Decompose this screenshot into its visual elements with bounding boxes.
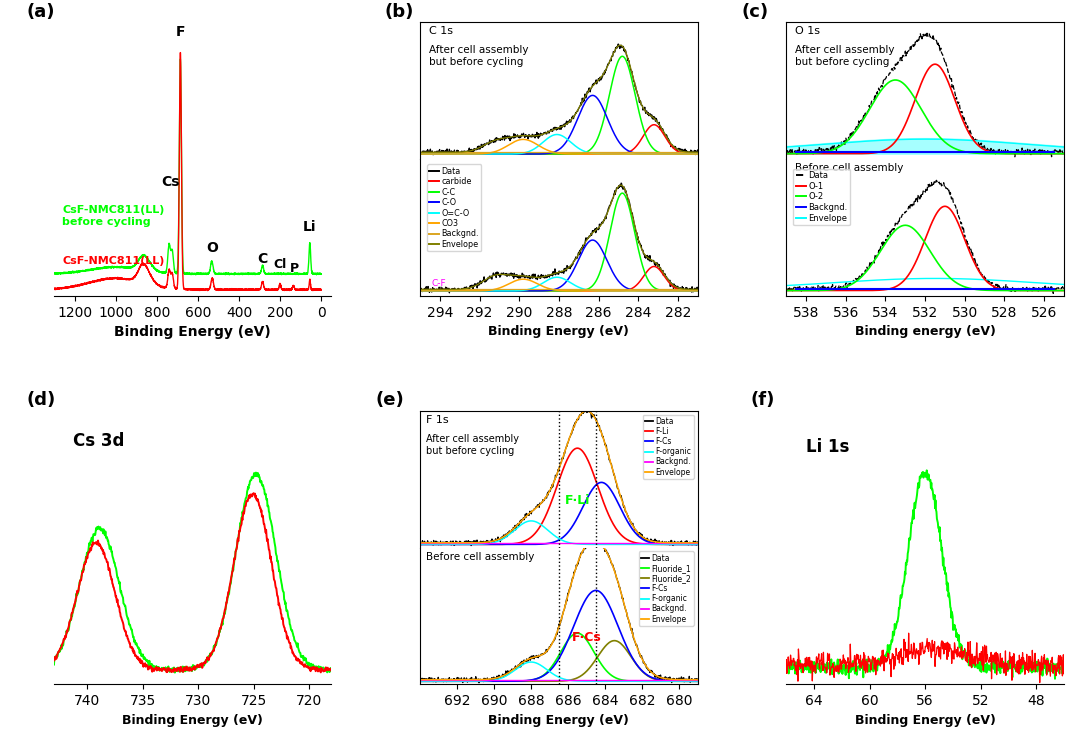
Text: CsF-NMC811(LL)
before cycling: CsF-NMC811(LL) before cycling	[63, 205, 164, 227]
Text: P: P	[291, 261, 299, 275]
Legend: Data, carbide, C-C, C-O, O=C-O, CO3, Backgnd., Envelope: Data, carbide, C-C, C-O, O=C-O, CO3, Bac…	[427, 164, 482, 251]
Legend: Data, Fluoride_1, Fluoride_2, F-Cs, F-organic, Backgnd., Envelope: Data, Fluoride_1, Fluoride_2, F-Cs, F-or…	[638, 551, 693, 626]
Text: C: C	[257, 252, 268, 266]
Text: C-F: C-F	[431, 279, 446, 289]
Text: C 1s: C 1s	[429, 26, 453, 36]
X-axis label: Binding Energy (eV): Binding Energy (eV)	[488, 325, 630, 338]
Text: Li 1s: Li 1s	[806, 438, 849, 456]
Text: Before cell assembly: Before cell assembly	[426, 552, 535, 562]
Text: Cl: Cl	[273, 258, 286, 271]
Text: Cs: Cs	[161, 174, 179, 188]
Text: F 1s: F 1s	[426, 415, 448, 425]
Legend: Data, O-1, O-2, Backgnd., Envelope: Data, O-1, O-2, Backgnd., Envelope	[794, 169, 850, 225]
Text: Before cell assembly: Before cell assembly	[795, 163, 903, 173]
Text: O 1s: O 1s	[795, 26, 820, 36]
Text: F: F	[176, 25, 185, 39]
Text: After cell assembly
but before cycling: After cell assembly but before cycling	[426, 434, 518, 456]
Text: After cell assembly
but before cycling: After cell assembly but before cycling	[429, 46, 528, 67]
Text: F·Cs: F·Cs	[571, 631, 602, 644]
X-axis label: Binding Energy (eV): Binding Energy (eV)	[122, 714, 264, 726]
X-axis label: Binding Energy (eV): Binding Energy (eV)	[854, 714, 996, 726]
Text: F·Li: F·Li	[565, 494, 590, 507]
Text: Li: Li	[303, 220, 316, 234]
Text: (f): (f)	[751, 392, 774, 409]
Legend: Data, F-Li, F-Cs, F-organic, Backgnd., Envelope: Data, F-Li, F-Cs, F-organic, Backgnd., E…	[643, 414, 693, 479]
Text: Cs 3d: Cs 3d	[73, 432, 125, 450]
Text: (d): (d)	[26, 392, 55, 409]
X-axis label: Binding energy (eV): Binding energy (eV)	[854, 325, 996, 338]
X-axis label: Binding Energy (eV): Binding Energy (eV)	[114, 325, 271, 339]
X-axis label: Binding Energy (eV): Binding Energy (eV)	[488, 714, 630, 726]
Text: CsF-NMC811(LL): CsF-NMC811(LL)	[63, 255, 164, 266]
Text: O: O	[206, 241, 218, 255]
Text: (a): (a)	[26, 3, 55, 21]
Text: (b): (b)	[384, 3, 414, 21]
Text: (c): (c)	[742, 3, 769, 21]
Text: After cell assembly
but before cycling: After cell assembly but before cycling	[795, 46, 894, 67]
Text: (e): (e)	[376, 392, 405, 409]
